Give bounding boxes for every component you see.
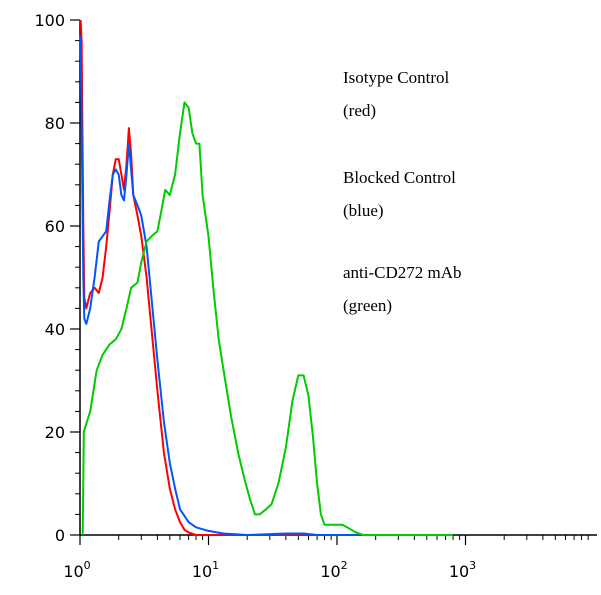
x-tick-label: 102 (320, 559, 347, 581)
y-axis: 0 20 40 60 80 100 (34, 11, 81, 545)
legend-annotation-text: Blocked Control (343, 168, 456, 187)
series-line-2 (81, 101, 453, 536)
y-tick-label: 40 (45, 320, 65, 339)
legend-annotation-text: Isotype Control (343, 68, 450, 87)
x-tick-label: 103 (449, 559, 476, 581)
series-lines (79, 19, 453, 536)
y-tick-label: 100 (34, 11, 65, 30)
legend-annotation-text: anti-CD272 mAb (343, 263, 462, 282)
legend-annotations: Isotype Control (red) Blocked Control (blue… (343, 68, 462, 315)
y-tick-label: 60 (45, 217, 65, 236)
y-tick-label: 0 (55, 526, 65, 545)
legend-annotation-text: (red) (343, 101, 376, 120)
x-tick-label: 100 (63, 559, 90, 581)
x-axis: 100 101 102 103 (63, 534, 597, 581)
y-tick-label: 80 (45, 114, 65, 133)
x-tick-label: 101 (192, 559, 219, 581)
y-tick-label: 20 (45, 423, 65, 442)
legend-annotation-text: (blue) (343, 201, 384, 220)
series-line-1 (79, 35, 453, 536)
legend-annotation-text: (green) (343, 296, 392, 315)
